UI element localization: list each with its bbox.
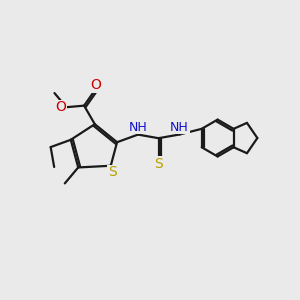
Text: S: S [108,165,117,179]
Text: O: O [56,100,66,114]
Text: NH: NH [170,121,189,134]
Text: O: O [90,78,101,92]
Text: NH: NH [129,121,147,134]
Text: S: S [154,157,163,171]
